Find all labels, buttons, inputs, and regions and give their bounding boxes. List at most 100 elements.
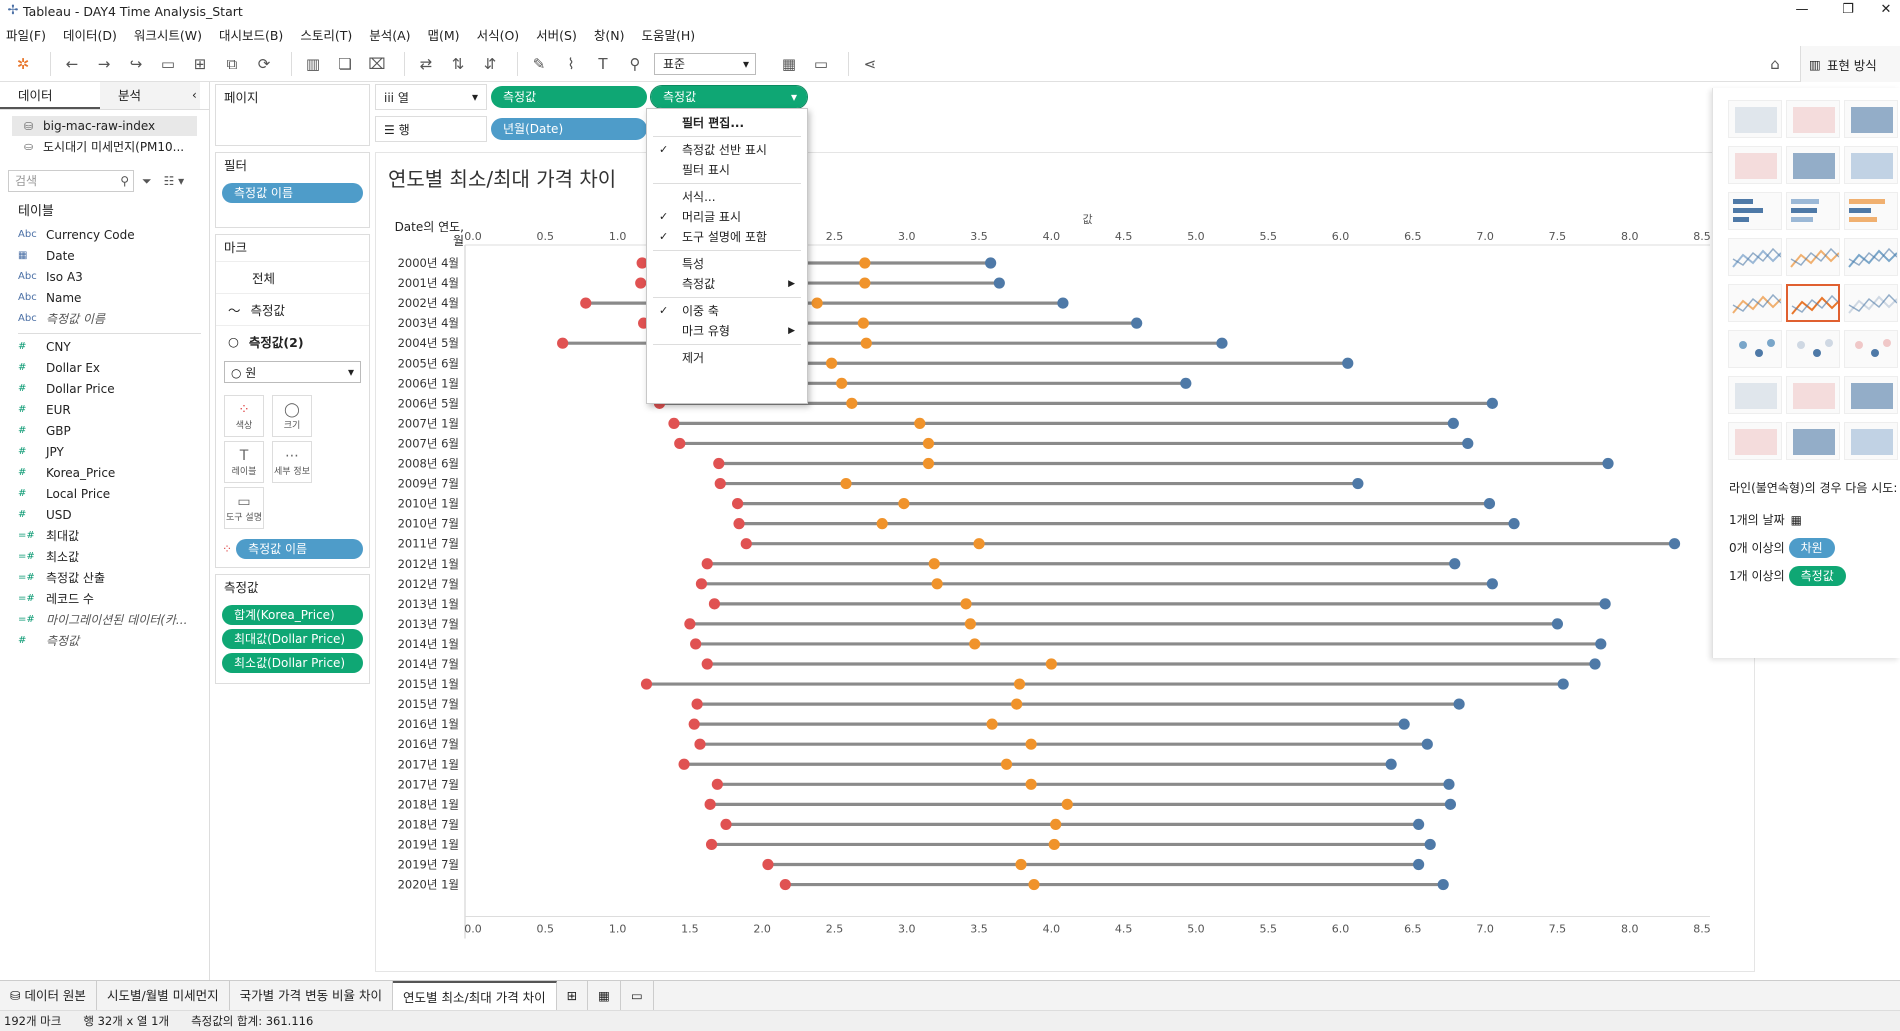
swap-icon[interactable]: ⇄ — [419, 54, 433, 73]
context-menu-item[interactable]: 특성 — [647, 254, 807, 274]
menu-window[interactable]: 창(N) — [593, 27, 625, 43]
field-item[interactable]: ▦ Date — [0, 245, 209, 266]
field-item[interactable]: # Korea_Price — [0, 462, 209, 483]
side-by-side-circle-chart-icon[interactable] — [1844, 238, 1898, 276]
menu-dashboard[interactable]: 대시보드(B) — [218, 27, 284, 43]
show-me-button[interactable]: ▥ 표현 방식 — [1800, 46, 1900, 82]
color-pill[interactable]: 측정값 이름 — [236, 539, 363, 559]
maximize-button[interactable]: ❐ — [1842, 2, 1854, 17]
treemap-chart-icon[interactable] — [1728, 238, 1782, 276]
menu-file[interactable]: 파일(F) — [6, 27, 46, 43]
field-item[interactable]: =# 최소값 — [0, 546, 209, 567]
filter-icon[interactable]: ⏷ — [142, 173, 152, 188]
fit-select[interactable]: 표준 ▾ — [654, 52, 756, 75]
box-whisker-chart-icon[interactable] — [1844, 376, 1898, 414]
tab-sheet[interactable]: 시도별/월별 미세먼지 — [97, 980, 230, 1011]
context-menu-item[interactable]: 필터 편집... — [647, 113, 807, 133]
attach-icon[interactable]: ⌇ — [567, 54, 575, 73]
row-pill[interactable]: 년월(Date) — [491, 118, 647, 140]
menu-data[interactable]: 데이터(D) — [62, 27, 117, 43]
new-datasource-icon[interactable]: ⊞ — [193, 54, 207, 73]
context-menu-item[interactable]: 마크 유형 ▶ — [647, 321, 807, 341]
measure-pill[interactable]: 최대값(Dollar Price) — [222, 629, 363, 649]
menu-story[interactable]: 스토리(T) — [300, 27, 353, 43]
menu-help[interactable]: 도움말(H) — [641, 27, 696, 43]
tab-data[interactable]: 데이터 — [0, 82, 100, 109]
pin-icon[interactable]: ⚲ — [629, 54, 641, 73]
filters-card[interactable]: 필터 측정값 이름 — [215, 152, 370, 228]
text-table-chart-icon[interactable] — [1728, 100, 1782, 138]
field-item[interactable]: # JPY — [0, 441, 209, 462]
menu-format[interactable]: 서식(O) — [476, 27, 520, 43]
stacked-bar-chart-icon[interactable] — [1786, 192, 1840, 230]
menu-map[interactable]: 맵(M) — [427, 27, 460, 43]
context-menu-item[interactable]: 서식... — [647, 187, 807, 207]
tab-analysis[interactable]: 분석 — [100, 82, 200, 109]
highlight-table-chart-icon[interactable] — [1844, 100, 1898, 138]
side-by-side-bar-chart-icon[interactable] — [1844, 192, 1898, 230]
size-button[interactable]: ◯ 크기 — [272, 395, 312, 437]
field-item[interactable]: Abc Name — [0, 287, 209, 308]
presentation-icon[interactable]: ▭ — [813, 54, 829, 73]
text-icon[interactable]: T — [598, 54, 608, 73]
collapse-icon[interactable]: ‹ — [192, 88, 197, 102]
bullet-chart-icon[interactable] — [1786, 422, 1840, 460]
field-item[interactable]: =# 마이그레이션된 데이터(카... — [0, 609, 209, 630]
field-item[interactable]: # 측정값 — [0, 630, 209, 651]
dual-line-chart-icon[interactable] — [1844, 284, 1898, 322]
field-item[interactable]: # Dollar Ex — [0, 357, 209, 378]
field-item[interactable]: Abc Iso A3 — [0, 266, 209, 287]
redo-icon[interactable]: → — [97, 54, 111, 73]
scatter-plot-chart-icon[interactable] — [1728, 376, 1782, 414]
line-continuous-chart-icon[interactable] — [1728, 284, 1782, 322]
pause-update-icon[interactable]: ⧉ — [226, 54, 238, 73]
detail-button[interactable]: ⋯ 세부 정보 — [272, 441, 312, 483]
view-options-icon[interactable]: ☷ ▾ — [163, 174, 185, 188]
dual-combination-chart-icon[interactable] — [1844, 330, 1898, 368]
datasource-item[interactable]: ⛁ big-mac-raw-index — [12, 116, 197, 136]
filled-map-chart-icon[interactable] — [1786, 146, 1840, 184]
field-item[interactable]: =# 측정값 산출 — [0, 567, 209, 588]
tooltip-button[interactable]: ▭ 도구 설명 — [224, 487, 264, 529]
measure-pill[interactable]: 합계(Korea_Price) — [222, 605, 363, 625]
sort-ascending-icon[interactable]: ⇅ — [451, 54, 465, 73]
gantt-chart-icon[interactable] — [1728, 422, 1782, 460]
context-menu-item[interactable]: ✓ 머리글 표시 — [647, 207, 807, 227]
new-story-tab-icon[interactable]: ▭ — [621, 980, 654, 1011]
field-item[interactable]: # USD — [0, 504, 209, 525]
duplicate-icon[interactable]: ❏ — [338, 54, 352, 73]
label-button[interactable]: T 레이블 — [224, 441, 264, 483]
column-pill-2[interactable]: 측정값 ▾ — [650, 85, 808, 109]
field-item[interactable]: # GBP — [0, 420, 209, 441]
new-dashboard-tab-icon[interactable]: ▦ — [588, 980, 621, 1011]
show-cards-icon[interactable]: ▦ — [781, 54, 797, 73]
new-worksheet-tab-icon[interactable]: ⊞ — [557, 980, 589, 1011]
field-item[interactable]: # EUR — [0, 399, 209, 420]
field-item[interactable]: Abc 측정값 이름 — [0, 308, 209, 329]
field-item[interactable]: # Local Price — [0, 483, 209, 504]
histogram-chart-icon[interactable] — [1786, 376, 1840, 414]
color-button[interactable]: ⁘ 색상 — [224, 395, 264, 437]
context-menu-item[interactable]: ✓ 도구 설명에 포함 — [647, 227, 807, 247]
sort-descending-icon[interactable]: ⇵ — [483, 54, 497, 73]
minimize-button[interactable]: — — [1795, 2, 1809, 17]
save-icon[interactable]: ▭ — [160, 54, 176, 73]
share-icon[interactable]: ⋖ — [863, 54, 877, 73]
area-continuous-chart-icon[interactable] — [1728, 330, 1782, 368]
replay-icon[interactable]: ↪ — [129, 54, 143, 73]
horizontal-bar-chart-icon[interactable] — [1728, 192, 1782, 230]
column-pill-1[interactable]: 측정값 — [491, 86, 647, 108]
menu-worksheet[interactable]: 워크시트(W) — [133, 27, 202, 43]
marks-line[interactable]: 〜 측정값 — [216, 293, 369, 325]
mark-type-select[interactable]: ○ 원 ▾ — [224, 361, 361, 383]
context-menu-item[interactable]: 제거 — [647, 348, 807, 368]
area-discrete-chart-icon[interactable] — [1786, 330, 1840, 368]
measure-pill[interactable]: 최소값(Dollar Price) — [222, 653, 363, 673]
new-worksheet-icon[interactable]: ▥ — [305, 54, 321, 73]
marks-all[interactable]: 전체 — [216, 261, 369, 293]
context-menu-item[interactable]: 필터 표시 — [647, 160, 807, 180]
tab-sheet[interactable]: 국가별 가격 변동 비율 차이 — [230, 980, 394, 1011]
tab-sheet-active[interactable]: 연도별 최소/최대 가격 차이 — [393, 980, 557, 1011]
field-item[interactable]: =# 레코드 수 — [0, 588, 209, 609]
filter-pill[interactable]: 측정값 이름 — [222, 183, 363, 203]
